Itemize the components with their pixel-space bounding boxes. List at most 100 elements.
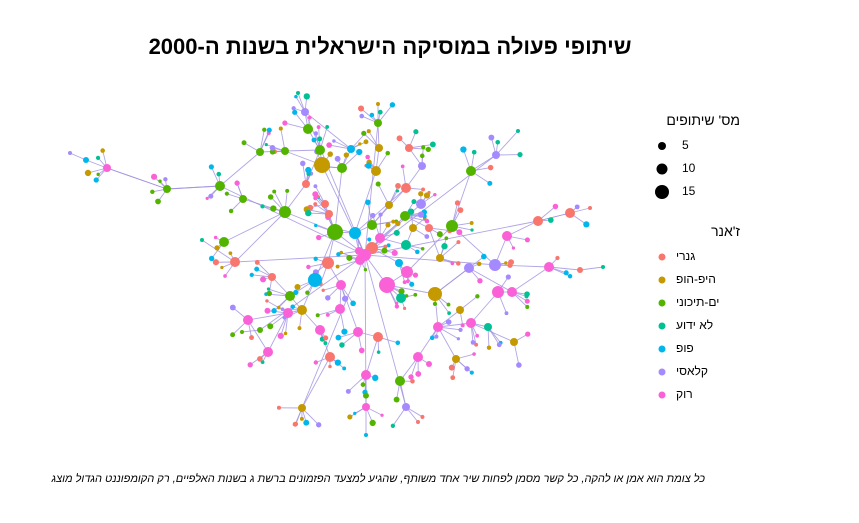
graph-node	[313, 184, 318, 189]
graph-node	[336, 252, 341, 257]
graph-node	[395, 259, 403, 267]
graph-node	[476, 261, 482, 267]
graph-node	[385, 201, 393, 209]
graph-node	[408, 374, 414, 380]
graph-node	[456, 229, 463, 236]
graph-node	[424, 218, 430, 224]
graph-node	[524, 298, 530, 304]
graph-node	[428, 287, 442, 301]
graph-node	[241, 140, 247, 146]
graph-node	[353, 327, 363, 337]
graph-edge	[495, 130, 519, 156]
legend: מס' שיתופים 5 10 15 ז'אנר גנרי היפ-הופ י…	[640, 112, 740, 406]
graph-node	[335, 334, 342, 341]
graph-node	[308, 273, 322, 287]
graph-node	[276, 305, 281, 310]
graph-node	[365, 154, 370, 160]
graph-node	[378, 212, 383, 217]
graph-node	[315, 325, 325, 335]
graph-edge	[223, 211, 286, 243]
graph-node	[266, 127, 272, 133]
graph-node	[240, 330, 244, 334]
graph-node	[454, 200, 461, 206]
graph-edge	[437, 322, 472, 328]
graph-node	[230, 332, 236, 338]
graph-edge	[304, 111, 352, 150]
graph-node	[410, 378, 415, 384]
graph-node	[402, 403, 410, 411]
graph-edge	[219, 151, 261, 187]
graph-node	[243, 315, 253, 325]
graph-node	[567, 274, 573, 279]
graph-node	[321, 200, 329, 208]
graph-edge	[301, 356, 331, 409]
graph-node	[393, 396, 400, 403]
graph-node	[290, 304, 295, 309]
graph-node	[460, 323, 465, 328]
graph-node	[208, 164, 214, 170]
graph-node	[327, 151, 333, 157]
graph-node	[263, 347, 273, 357]
graph-node	[254, 260, 260, 265]
graph-node	[312, 191, 319, 198]
graph-node	[335, 264, 340, 269]
graph-node	[215, 181, 225, 191]
graph-node	[460, 146, 467, 153]
size-legend-dot	[658, 141, 666, 150]
graph-edge	[106, 167, 168, 190]
graph-node	[416, 420, 420, 424]
graph-node	[269, 144, 276, 151]
graph-edge	[247, 319, 269, 353]
graph-node	[401, 240, 411, 250]
graph-edge	[259, 254, 366, 331]
graph-node	[372, 374, 379, 382]
chart-title: שיתופי פעולה במוסיקה הישראלית בשנות ה-20…	[148, 34, 632, 59]
graph-edge	[468, 267, 513, 293]
graph-node	[299, 416, 304, 421]
graph-node	[524, 291, 530, 297]
graph-node	[420, 414, 425, 420]
graph-node	[477, 278, 483, 284]
graph-node	[489, 259, 501, 271]
graph-node	[317, 136, 323, 142]
graph-node	[417, 211, 425, 218]
graph-node	[484, 323, 492, 331]
graph-node	[424, 234, 430, 239]
graph-node	[257, 327, 263, 333]
graph-edge	[247, 312, 289, 321]
graph-node	[359, 249, 371, 261]
graph-node	[379, 277, 395, 293]
graph-node	[361, 130, 367, 136]
graph-node	[360, 382, 366, 387]
graph-node	[425, 146, 431, 152]
graph-edge	[241, 329, 261, 333]
graph-node	[426, 361, 432, 368]
graph-node	[547, 217, 554, 223]
graph-node	[342, 366, 347, 371]
graph-node	[311, 137, 317, 143]
graph-node	[325, 312, 330, 317]
graph-node	[100, 148, 105, 153]
graph-node	[347, 145, 355, 153]
graph-node	[294, 94, 298, 99]
graph-edge	[284, 211, 336, 233]
graph-node	[516, 362, 522, 368]
graph-node	[395, 183, 401, 189]
graph-node	[291, 106, 296, 111]
graph-node	[96, 172, 100, 177]
graph-node	[316, 125, 321, 130]
graph-edge	[365, 336, 379, 376]
graph-node	[402, 280, 407, 285]
graph-node	[163, 185, 171, 193]
graph-node	[504, 311, 509, 316]
graph-edge	[439, 241, 459, 259]
graph-node	[474, 342, 479, 347]
graph-node	[544, 262, 554, 272]
graph-node	[429, 335, 435, 341]
graph-node	[466, 318, 476, 328]
genre-legend-dot	[658, 299, 666, 306]
graph-node	[224, 191, 229, 196]
graph-node	[213, 235, 218, 240]
genre-legend-label: קלאסי	[676, 364, 708, 378]
